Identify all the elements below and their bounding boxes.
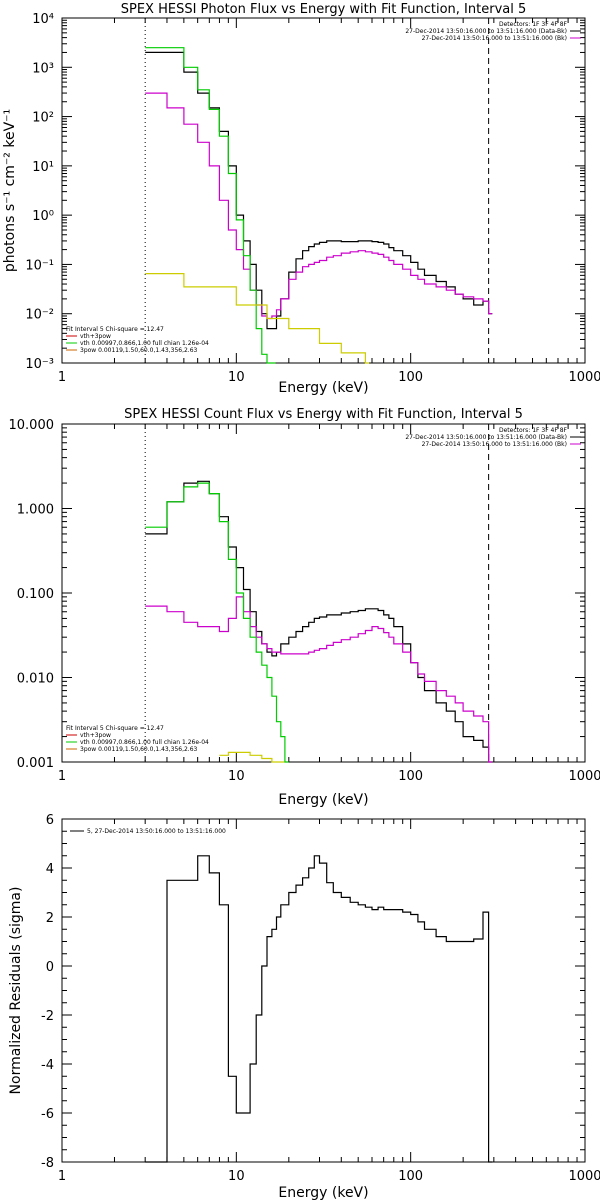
- series-line-magenta: [145, 596, 493, 763]
- legend-entry: 27-Dec-2014 13:50:16.000 to 13:51:16.000…: [422, 35, 567, 42]
- x-tick-label: 100: [398, 370, 423, 385]
- y-tick-label: -6: [41, 1107, 54, 1122]
- x-tick-label: 10: [228, 370, 245, 385]
- legend-entry: 5, 27-Dec-2014 13:50:16.000 to 13:51:16.…: [87, 828, 226, 835]
- chart-title: SPEX HESSI Count Flux vs Energy with Fit…: [124, 407, 523, 422]
- x-tick-label: 1: [58, 1169, 66, 1184]
- plot-frame: [61, 17, 586, 364]
- y-tick-label: 0.001: [17, 756, 54, 771]
- x-tick-label: 1000: [568, 769, 600, 784]
- y-tick-label: 0.100: [17, 587, 54, 602]
- x-tick-label: 10: [228, 1169, 245, 1184]
- legend-entry: vth+3pow: [80, 732, 111, 739]
- x-tick-label: 1000: [568, 370, 600, 385]
- series-line-magenta: [145, 92, 493, 320]
- x-axis-label: Energy (keV): [278, 380, 368, 396]
- y-tick-label: 2: [46, 911, 54, 926]
- y-tick-label: 10⁻¹: [25, 258, 54, 273]
- chart-title: SPEX HESSI Photon Flux vs Energy with Fi…: [121, 2, 527, 17]
- chart-panel-1: SPEX HESSI Photon Flux vs Energy with Fi…: [2, 2, 600, 396]
- plot-frame: [61, 423, 586, 763]
- legend-entry: 3pow 0.00119,1.50,60.0,1.43,356,2.63: [80, 746, 198, 753]
- x-axis-label: Energy (keV): [278, 792, 368, 808]
- y-tick-label: 10²: [32, 111, 54, 126]
- series-line-yellow: [145, 273, 370, 364]
- legend-entry: Detectors: 1F 3F 4F 8F: [499, 21, 568, 28]
- series-line-black: [145, 480, 493, 763]
- y-tick-label: 10⁰: [32, 209, 54, 224]
- legend-entry: Detectors: 1F 3F 4F 8F: [499, 427, 568, 434]
- x-tick-label: 1: [58, 769, 66, 784]
- y-tick-label: -4: [41, 1058, 54, 1073]
- series-line-yellow: [219, 751, 285, 763]
- y-axis-label: photons s⁻¹ cm⁻² keV⁻¹: [2, 109, 18, 272]
- series-line-black: [145, 855, 493, 1163]
- y-tick-label: 1.000: [17, 503, 54, 518]
- y-tick-label: 4: [46, 862, 54, 877]
- y-tick-label: 10.000: [9, 418, 55, 433]
- y-axis-label: Normalized Residuals (sigma): [8, 887, 24, 1095]
- series-line-green: [145, 47, 276, 364]
- y-tick-label: 0.010: [17, 672, 54, 687]
- legend-entry: Fit Interval 5 Chi-square = 12.47: [66, 725, 164, 732]
- y-tick-label: 10⁻³: [25, 357, 54, 372]
- legend-entry: Fit Interval 5 Chi-square = 12.47: [66, 326, 164, 333]
- plot-frame: [61, 818, 586, 1163]
- x-axis-label: Energy (keV): [278, 1185, 368, 1200]
- x-tick-label: 10: [228, 769, 245, 784]
- y-tick-label: 10⁻²: [25, 308, 54, 323]
- y-tick-label: 6: [46, 813, 54, 828]
- legend-entry: vth 0.00997,0.866,1.00 full chian 1.26e-…: [80, 739, 209, 746]
- chart-panel-3: 1 10 100 1000 -8 -6 -4 -2 0 2 4 6 Energy (keV) Normal…: [8, 813, 600, 1200]
- legend-entry: vth 0.00997,0.866,1.00 full chian 1.26e-…: [80, 340, 209, 347]
- y-tick-label: -8: [41, 1156, 54, 1171]
- legend-entry: vth+3pow: [80, 333, 111, 340]
- x-tick-label: 1000: [568, 1169, 600, 1184]
- x-tick-label: 1: [58, 370, 66, 385]
- series-line-black: [145, 51, 493, 330]
- y-tick-label: 10¹: [32, 160, 54, 175]
- y-tick-label: 10⁴: [32, 12, 54, 27]
- legend-entry: 3pow 0.00119,1.50,60.0,1.43,356,2.63: [80, 347, 198, 354]
- legend-entry: 27-Dec-2014 13:50:16.000 to 13:51:16.000…: [422, 441, 567, 448]
- y-tick-label: 0: [46, 960, 54, 975]
- legend-entry: 27-Dec-2014 13:50:16.000 to 13:51:16.000…: [405, 434, 567, 441]
- y-tick-label: 10³: [32, 61, 54, 76]
- y-tick-label: -2: [41, 1009, 54, 1024]
- chart-panel-2: SPEX HESSI Count Flux vs Energy with Fit…: [9, 407, 600, 808]
- legend-entry: 27-Dec-2014 13:50:16.000 to 13:51:16.000…: [405, 28, 567, 35]
- x-tick-label: 100: [398, 769, 423, 784]
- x-tick-label: 100: [398, 1169, 423, 1184]
- series-line-green: [145, 482, 289, 763]
